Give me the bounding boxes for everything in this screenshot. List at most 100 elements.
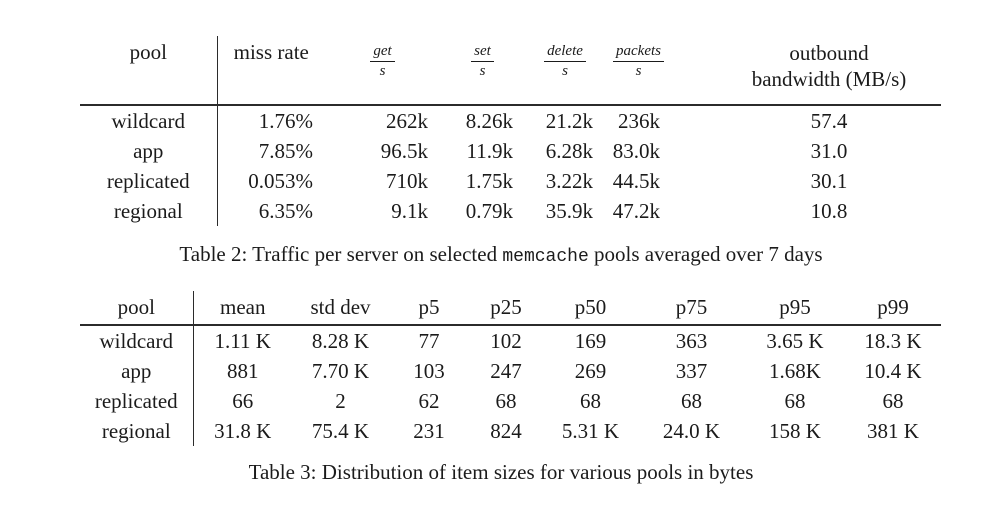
table-cell: 3.22k — [545, 168, 593, 193]
outbound-header-line1: outbound — [789, 41, 869, 65]
table-cell: 68 — [784, 388, 806, 413]
packets-per-s-fraction: packets s — [613, 43, 664, 79]
table-cell-pool: replicated — [80, 166, 218, 196]
table3-caption: Table 3: Distribution of item sizes for … — [248, 460, 754, 484]
table-cell: 1.11 K — [214, 328, 271, 353]
table-cell: 7.70 K — [311, 358, 370, 383]
table-cell: 363 — [675, 328, 708, 353]
col-header-p50: p50 — [574, 295, 607, 319]
table-cell: 5.31 K — [561, 418, 620, 443]
get-per-s-fraction: get s — [370, 43, 395, 79]
table-cell: 6.28k — [545, 138, 593, 163]
table-cell: 68 — [882, 388, 904, 413]
table-cell-pool: wildcard — [80, 105, 218, 136]
traffic-table: pool miss rate get s set s delete s packets… — [80, 36, 941, 226]
fraction-numerator: packets — [613, 43, 664, 62]
table-cell: 57.4 — [810, 108, 848, 133]
table-cell: 0.053% — [248, 168, 313, 193]
table-cell: 103 — [413, 358, 445, 383]
table-cell: 96.5k — [380, 138, 428, 163]
table-cell: 3.65 K — [766, 328, 824, 353]
item-size-table: pool mean std dev p5 p25 p50 p75 p95 p99… — [80, 291, 941, 446]
table-cell: 75.4 K — [311, 418, 370, 443]
fraction-numerator: get — [370, 43, 395, 62]
table-cell: 0.79k — [465, 198, 513, 223]
table-cell: 35.9k — [545, 198, 593, 223]
table-cell: 47.2k — [612, 198, 660, 223]
fraction-denominator: s — [479, 62, 486, 79]
table-cell-pool: app — [80, 356, 194, 386]
col-header-miss-rate: miss rate — [233, 40, 309, 64]
table-cell: 169 — [574, 328, 607, 353]
fraction-denominator: s — [635, 62, 642, 79]
caption-text: pools averaged over 7 days — [588, 242, 823, 266]
table-cell: 269 — [574, 358, 607, 383]
table-cell: 66 — [232, 388, 254, 413]
col-header-delete-per-s: delete s — [525, 36, 605, 105]
col-header-p5: p5 — [418, 295, 440, 319]
table-cell: 8.26k — [465, 108, 513, 133]
table-cell-pool: regional — [80, 416, 194, 446]
table-cell: 262k — [386, 108, 428, 133]
col-header-set-per-s: set s — [440, 36, 525, 105]
table2-caption: Table 2: Traffic per server on selected … — [0, 240, 1002, 271]
col-header-outbound-bandwidth: outbound bandwidth (MB/s) — [672, 36, 941, 105]
table-cell: 9.1k — [391, 198, 428, 223]
table-cell-pool: app — [80, 136, 218, 166]
table-cell-pool: regional — [80, 196, 218, 226]
col-header-get-per-s: get s — [325, 36, 440, 105]
table-cell: 824 — [490, 418, 522, 443]
table-cell: 68 — [495, 388, 517, 413]
table-cell-pool: wildcard — [80, 325, 194, 356]
table-cell: 24.0 K — [662, 418, 721, 443]
table-cell: 2 — [335, 388, 346, 413]
caption-text: Table 2: Traffic per server on selected — [179, 242, 503, 266]
col-header-mean: mean — [220, 295, 266, 319]
table-row: wildcard 1.11 K 8.28 K 77 102 169 363 3.… — [80, 325, 941, 356]
table-cell: 30.1 — [810, 168, 848, 193]
col-header-p75: p75 — [675, 295, 708, 319]
col-header-std-dev: std dev — [310, 295, 371, 319]
table-cell: 1.76% — [258, 108, 313, 133]
table-cell: 10.4 K — [864, 358, 922, 383]
table-row: regional 6.35% 9.1k 0.79k 35.9k 47.2k 10… — [80, 196, 941, 226]
table-cell: 158 K — [769, 418, 821, 443]
table-row: regional 31.8 K 75.4 K 231 824 5.31 K 24… — [80, 416, 941, 446]
table-cell-pool: replicated — [80, 386, 194, 416]
table-cell: 10.8 — [810, 198, 848, 223]
col-header-pool: pool — [80, 291, 194, 325]
fraction-denominator: s — [562, 62, 568, 79]
item-size-table-header-row: pool mean std dev p5 p25 p50 p75 p95 p99 — [80, 291, 941, 325]
table-row: wildcard 1.76% 262k 8.26k 21.2k 236k 57.… — [80, 105, 941, 136]
outbound-header-line2: bandwidth (MB/s) — [751, 67, 907, 91]
table-cell: 83.0k — [612, 138, 660, 163]
table-cell: 44.5k — [612, 168, 660, 193]
table-cell: 102 — [490, 328, 522, 353]
col-header-p25: p25 — [490, 295, 522, 319]
memcache-code-text: memcache — [502, 247, 589, 267]
table-row: replicated 0.053% 710k 1.75k 3.22k 44.5k… — [80, 166, 941, 196]
table-cell: 68 — [580, 388, 601, 413]
table-cell: 1.75k — [465, 168, 513, 193]
table-cell: 31.8 K — [214, 418, 272, 443]
table-cell: 337 — [675, 358, 708, 383]
col-header-p95: p95 — [779, 295, 811, 319]
paper-page: pool miss rate get s set s delete s packets… — [0, 36, 1002, 484]
delete-per-s-fraction: delete s — [544, 43, 586, 79]
table-cell: 21.2k — [545, 108, 593, 133]
fraction-denominator: s — [379, 62, 386, 79]
col-header-packets-per-s: packets s — [605, 36, 672, 105]
set-per-s-fraction: set s — [471, 43, 494, 79]
table-row: replicated 66 2 62 68 68 68 68 68 — [80, 386, 941, 416]
table-cell: 62 — [418, 388, 440, 413]
table-cell: 8.28 K — [311, 328, 370, 353]
table-cell: 231 — [413, 418, 445, 443]
table-cell: 881 — [227, 358, 259, 383]
table-cell: 18.3 K — [864, 328, 922, 353]
fraction-numerator: delete — [544, 43, 586, 62]
table-cell: 6.35% — [258, 198, 313, 223]
table-cell: 68 — [681, 388, 702, 413]
table-cell: 236k — [618, 108, 660, 133]
table-cell: 31.0 — [810, 138, 848, 163]
table-cell: 247 — [490, 358, 522, 383]
